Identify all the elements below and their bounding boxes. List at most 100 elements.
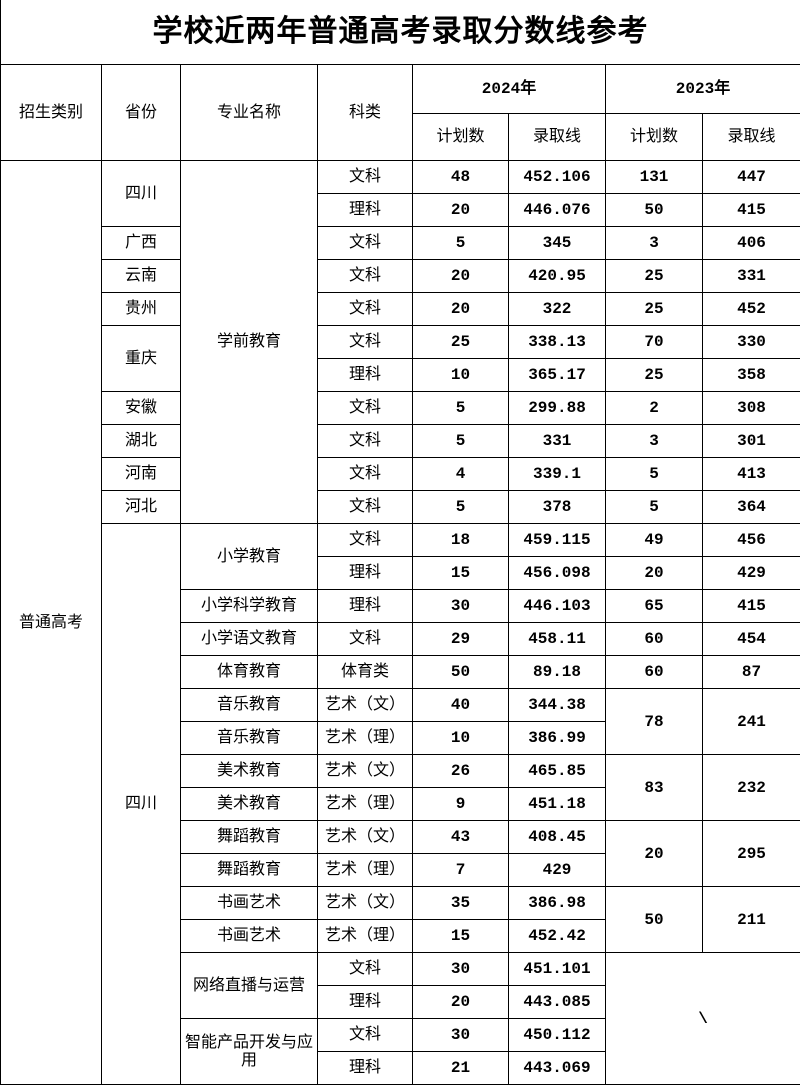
- score-2024-cell: 458.11: [508, 622, 606, 656]
- score-2023-cell: 301: [702, 424, 800, 458]
- score-2024-cell: 451.18: [508, 787, 606, 821]
- score-2024-cell: 452.42: [508, 919, 606, 953]
- score-2024-cell: 452.106: [508, 160, 606, 194]
- plan-2024-cell: 18: [412, 523, 509, 557]
- score-2024-cell: 386.99: [508, 721, 606, 755]
- table-row: 美术教育 艺术（文） 26 465.85 83 232: [1, 754, 800, 821]
- plan-2024-cell: 20: [412, 193, 509, 227]
- score-2024-cell: 322: [508, 292, 606, 326]
- plan-2024-cell: 5: [412, 490, 509, 524]
- plan-2024-cell: 29: [412, 622, 509, 656]
- table-row: 云南 文科 20 420.95 25 331: [1, 259, 800, 293]
- subject-cell: 理科: [317, 358, 413, 392]
- plan-2024-cell: 30: [412, 1018, 509, 1052]
- province-cell: 重庆: [101, 325, 181, 392]
- major-cell: 小学科学教育: [180, 589, 318, 623]
- major-cell: 体育教育: [180, 655, 318, 689]
- subject-cell: 艺术（文）: [317, 886, 413, 920]
- score-2024-cell: 451.101: [508, 952, 606, 986]
- subject-cell: 文科: [317, 424, 413, 458]
- plan-2023-cell: 50: [605, 193, 703, 227]
- header-2023-score: 录取线: [702, 113, 800, 161]
- province-cell: 河北: [101, 490, 181, 524]
- subject-cell: 理科: [317, 1051, 413, 1085]
- major-cell: 小学教育: [180, 523, 318, 590]
- subject-cell: 文科: [317, 1018, 413, 1052]
- table-row: 普通高考 四川 学前教育 文科 48 452.106 131 447: [0, 160, 800, 1085]
- table-row: 广西 文科 5 345 3 406: [1, 226, 800, 260]
- plan-2024-cell: 40: [412, 688, 509, 722]
- province-cell: 四川: [101, 160, 181, 227]
- subject-cell: 文科: [317, 523, 413, 557]
- score-2023-cell: 364: [702, 490, 800, 524]
- score-2023-cell: 415: [702, 193, 800, 227]
- score-2023-cell: 429: [702, 556, 800, 590]
- plan-2023-cell: 5: [605, 457, 703, 491]
- subject-cell: 理科: [317, 985, 413, 1019]
- subject-cell: 艺术（理）: [317, 721, 413, 755]
- major-cell: 学前教育: [180, 160, 318, 524]
- score-2024-cell: 443.085: [508, 985, 606, 1019]
- score-2024-cell: 429: [508, 853, 606, 887]
- table-row: 理科 10 365.17 25 358: [1, 358, 800, 392]
- plan-2024-cell: 7: [412, 853, 509, 887]
- province-cell: 四川: [101, 523, 181, 1085]
- subject-cell: 文科: [317, 457, 413, 491]
- plan-2024-cell: 21: [412, 1051, 509, 1085]
- header-major: 专业名称: [180, 64, 318, 161]
- score-2024-cell: 365.17: [508, 358, 606, 392]
- plan-2024-cell: 20: [412, 292, 509, 326]
- table-row: 理科 20 443.085: [1, 985, 800, 1019]
- subject-cell: 艺术（文）: [317, 754, 413, 788]
- score-2024-cell: 443.069: [508, 1051, 606, 1085]
- table-row: 音乐教育 艺术（理） 10 386.99: [1, 721, 800, 755]
- table-row: 贵州 文科 20 322 25 452: [1, 292, 800, 326]
- table-row: 湖北 文科 5 331 3 301: [1, 424, 800, 458]
- plan-2023-cell: 83: [605, 754, 703, 821]
- score-2023-cell: 211: [702, 886, 800, 953]
- plan-2024-cell: 9: [412, 787, 509, 821]
- table-row: 安徽 文科 5 299.88 2 308: [1, 391, 800, 425]
- plan-2023-cell: 65: [605, 589, 703, 623]
- score-2023-cell: 241: [702, 688, 800, 755]
- major-cell: 音乐教育: [180, 721, 318, 755]
- score-2023-cell: 308: [702, 391, 800, 425]
- score-2024-cell: 299.88: [508, 391, 606, 425]
- score-2023-cell: 330: [702, 325, 800, 359]
- header-2023-plan: 计划数: [605, 113, 703, 161]
- plan-2024-cell: 20: [412, 985, 509, 1019]
- table-row: 重庆 文科 25 338.13 70 330: [1, 325, 800, 392]
- province-cell: 河南: [101, 457, 181, 491]
- category-cell: 普通高考: [0, 160, 102, 1085]
- plan-2024-cell: 4: [412, 457, 509, 491]
- plan-2023-cell: 2: [605, 391, 703, 425]
- score-2023-cell: 331: [702, 259, 800, 293]
- score-2024-cell: 331: [508, 424, 606, 458]
- score-2024-cell: 345: [508, 226, 606, 260]
- table-row: 网络直播与运营 文科 30 451.101 \: [1, 952, 800, 1085]
- table-row: 舞蹈教育 艺术（文） 43 408.45 20 295: [1, 820, 800, 887]
- score-2024-cell: 420.95: [508, 259, 606, 293]
- plan-2023-cell: 25: [605, 259, 703, 293]
- major-cell: 书画艺术: [180, 919, 318, 953]
- plan-2024-cell: 5: [412, 226, 509, 260]
- score-2024-cell: 89.18: [508, 655, 606, 689]
- plan-2023-cell: 25: [605, 358, 703, 392]
- subject-cell: 文科: [317, 292, 413, 326]
- plan-2024-cell: 50: [412, 655, 509, 689]
- plan-2024-cell: 30: [412, 589, 509, 623]
- plan-2024-cell: 5: [412, 391, 509, 425]
- subject-cell: 艺术（理）: [317, 853, 413, 887]
- table-row: 理科 15 456.098 20 429: [1, 556, 800, 590]
- score-2023-cell: 415: [702, 589, 800, 623]
- subject-cell: 文科: [317, 325, 413, 359]
- plan-2023-cell: 50: [605, 886, 703, 953]
- plan-2023-cell: 25: [605, 292, 703, 326]
- plan-2023-cell: 131: [605, 160, 703, 194]
- plan-2023-cell: 3: [605, 424, 703, 458]
- province-cell: 贵州: [101, 292, 181, 326]
- subject-cell: 文科: [317, 490, 413, 524]
- score-2023-cell: 454: [702, 622, 800, 656]
- major-cell: 小学语文教育: [180, 622, 318, 656]
